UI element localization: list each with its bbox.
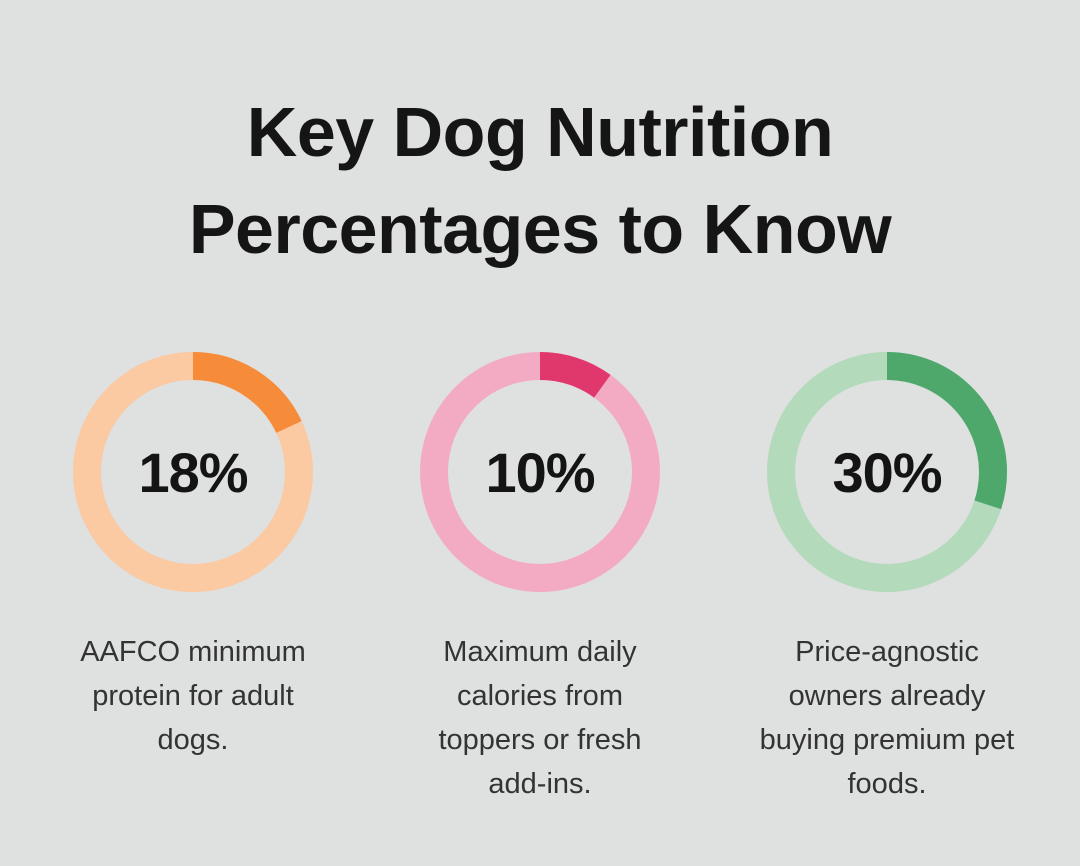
stat-caption: AAFCO minimum protein for adult dogs. [80,636,306,756]
page-title: Key Dog Nutrition Percentages to Know [188,93,892,268]
stat-caption: Price-agnostic owners already buying pre… [759,636,1015,800]
donut-segment [420,352,660,592]
donut-ring [73,352,313,592]
donut-chart: 18% [73,352,313,592]
donut-chart: 30% [767,352,1007,592]
donut-chart: 10% [420,352,660,592]
donut-value-label: 18% [138,440,248,504]
stat-card: 10% Maximum daily calories from toppers … [367,352,713,806]
donut-ring [420,352,660,592]
donut-value-label: 10% [485,440,595,504]
donut-segment [73,352,313,592]
donut-segment [767,352,1007,592]
stat-card: 18% AAFCO minimum protein for adult dogs… [20,352,366,806]
stats-row: 18% AAFCO minimum protein for adult dogs… [0,352,1080,806]
stat-card: 30% Price-agnostic owners already buying… [714,352,1060,806]
infographic: Key Dog Nutrition Percentages to Know 18… [0,93,1080,806]
stat-caption: Maximum daily calories from toppers or f… [438,636,642,800]
donut-value-label: 30% [832,440,942,504]
donut-ring [767,352,1007,592]
